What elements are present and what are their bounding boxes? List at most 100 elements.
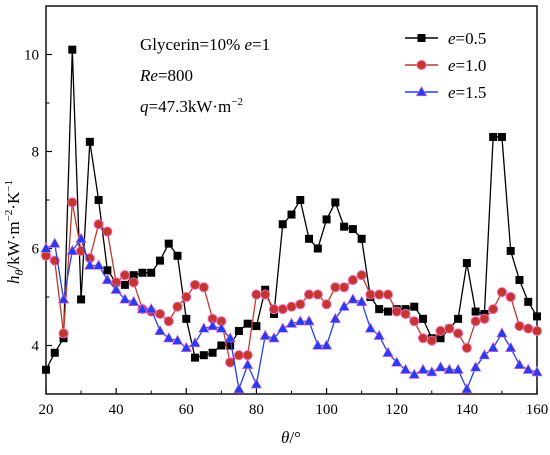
y-tick-label: 10 [24, 48, 39, 64]
data-point [505, 291, 516, 303]
data-point [470, 316, 481, 327]
data-point [243, 319, 252, 328]
data-point [145, 303, 157, 314]
data-point [163, 316, 174, 327]
data-point [40, 242, 52, 253]
x-tick-label: 20 [39, 402, 54, 418]
data-point [49, 237, 61, 248]
x-tick-label: 160 [526, 402, 549, 418]
y-tick-label: 4 [32, 339, 40, 355]
data-point [443, 363, 456, 374]
data-point [408, 368, 420, 379]
data-point [84, 259, 96, 270]
data-point [128, 277, 139, 288]
data-point [434, 361, 447, 372]
data-point [461, 342, 472, 353]
data-point [251, 289, 262, 300]
data-point [277, 304, 288, 315]
data-point [312, 339, 324, 350]
annotation-line-1: Glycerin=10% e=1 [140, 35, 270, 54]
data-point [57, 293, 70, 304]
x-tick-label: 80 [249, 402, 264, 418]
annotation-line-3: q=47.3kW·m−2 [140, 96, 243, 116]
data-point [506, 246, 515, 255]
data-point [340, 222, 349, 231]
data-point [515, 276, 524, 285]
data-point [417, 333, 429, 344]
data-point [224, 332, 236, 343]
x-tick-label: 40 [109, 402, 124, 418]
data-point [462, 259, 471, 268]
data-point [268, 332, 280, 343]
data-point [127, 295, 140, 306]
data-point [277, 322, 289, 333]
data-point [260, 289, 271, 300]
data-point [119, 293, 131, 304]
data-point [296, 196, 305, 204]
data-point [233, 383, 245, 394]
data-point [322, 215, 331, 224]
annotation-line-2: Re=800 [139, 66, 193, 85]
data-point [347, 293, 359, 304]
x-axis-title: θ/° [281, 428, 301, 447]
data-point [103, 266, 112, 275]
data-point [513, 358, 526, 370]
data-point [489, 132, 498, 141]
data-point [399, 363, 412, 374]
data-point [259, 329, 271, 340]
data-point [217, 341, 226, 350]
data-point [215, 322, 228, 333]
data-point [496, 287, 507, 298]
data-point [339, 282, 350, 293]
data-point [163, 332, 175, 343]
legend: e=0.5 e=1.0 e=1.5 [405, 29, 486, 102]
data-point [120, 280, 129, 289]
data-point [101, 273, 114, 285]
data-point [164, 239, 173, 248]
data-point [50, 348, 59, 357]
data-point [436, 334, 445, 343]
data-point [206, 319, 219, 331]
data-point [155, 256, 164, 265]
data-point [173, 251, 182, 260]
data-point [523, 323, 534, 334]
data-point [419, 314, 428, 323]
ticks: 20 40 60 80 100 120 140 160 4 6 8 10 [24, 5, 549, 418]
data-point [469, 361, 482, 372]
data-point [241, 358, 254, 370]
data-point [172, 301, 183, 312]
series-layer [40, 45, 543, 394]
data-point [147, 268, 156, 277]
data-point [471, 307, 480, 316]
data-point [452, 363, 464, 374]
data-point [75, 232, 87, 243]
data-point [77, 295, 86, 304]
data-point [242, 350, 253, 361]
data-point [198, 282, 209, 293]
data-point [382, 346, 394, 357]
data-point [119, 270, 130, 281]
legend-label: e=1.5 [448, 83, 486, 102]
data-point [66, 244, 79, 256]
data-point [138, 268, 147, 277]
data-point [295, 299, 306, 310]
data-point [67, 197, 78, 208]
data-point [303, 315, 315, 326]
y-tick-label: 8 [32, 145, 40, 161]
data-point [426, 335, 437, 346]
data-point [198, 322, 210, 333]
data-point [329, 312, 342, 323]
data-point [129, 271, 138, 280]
data-point [136, 303, 149, 314]
data-point [252, 322, 261, 331]
annotation-block: Glycerin=10% e=1 Re=800 q=47.3kW·m−2 [139, 35, 270, 116]
x-tick-label: 100 [315, 402, 338, 418]
data-point [435, 325, 446, 337]
x-tick-label: 120 [385, 402, 408, 418]
data-point [417, 363, 429, 374]
data-point [409, 316, 420, 327]
data-point [488, 304, 499, 315]
data-point [375, 305, 384, 314]
data-point [497, 132, 506, 141]
data-point [496, 327, 508, 338]
